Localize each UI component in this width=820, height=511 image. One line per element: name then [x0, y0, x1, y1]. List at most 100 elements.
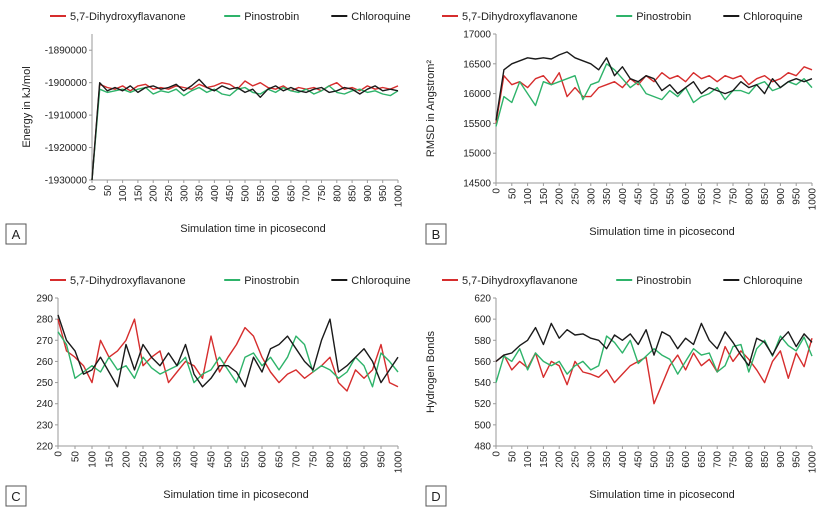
legend-label: Pinostrobin	[244, 275, 299, 287]
x-tick-label: 350	[195, 185, 206, 202]
series-line	[57, 318, 399, 392]
x-tick-label: 850	[343, 451, 354, 468]
x-tick-label: 500	[224, 451, 235, 468]
x-axis-title: Simulation time in picosecond	[589, 489, 735, 501]
y-tick-label: 520	[474, 399, 491, 410]
legend-label: 5,7-Dihydroxyflavanone	[70, 11, 186, 23]
x-tick-label: 300	[586, 188, 597, 205]
x-tick-label: 300	[179, 185, 190, 202]
x-tick-label: 550	[256, 185, 267, 202]
x-tick-label: 1000	[808, 451, 819, 474]
legend-label: 5,7-Dihydroxyflavanone	[462, 275, 578, 287]
x-tick-label: 250	[164, 185, 175, 202]
x-tick-label: 950	[378, 185, 389, 202]
x-tick-label: 900	[776, 451, 787, 468]
y-tick-label: 17000	[463, 30, 491, 41]
series-line	[91, 85, 399, 181]
x-tick-label: 900	[360, 451, 371, 468]
x-tick-label: 450	[634, 451, 645, 468]
x-tick-label: 450	[634, 188, 645, 205]
y-tick-label: 620	[474, 294, 491, 305]
x-tick-label: 1000	[394, 185, 405, 208]
legend-label: 5,7-Dihydroxyflavanone	[70, 275, 186, 287]
x-tick-label: 550	[241, 451, 252, 468]
x-tick-label: 150	[133, 185, 144, 202]
series-line	[91, 78, 399, 181]
y-tick-label: 16000	[463, 89, 491, 100]
y-tick-label: 260	[36, 357, 53, 368]
series-line	[57, 331, 399, 388]
x-tick-label: 250	[139, 451, 150, 468]
x-tick-label: 400	[210, 185, 221, 202]
x-tick-label: 750	[729, 451, 740, 468]
x-tick-label: 0	[492, 451, 503, 457]
x-axis-title: Simulation time in picosecond	[589, 226, 735, 238]
chart-panel-b: 5,7-Dihydroxyflavanone Pinostrobin Chloroq…	[425, 11, 819, 245]
x-tick-label: 100	[88, 451, 99, 468]
y-tick-label: 280	[36, 315, 53, 326]
x-tick-label: 300	[586, 451, 597, 468]
x-axis-title: Simulation time in picosecond	[163, 489, 309, 501]
x-tick-label: 1000	[808, 188, 819, 211]
x-tick-label: 700	[302, 185, 313, 202]
x-tick-label: 100	[523, 188, 534, 205]
panel-label: C	[11, 489, 20, 504]
series-line	[57, 314, 399, 388]
x-tick-label: 600	[681, 188, 692, 205]
x-tick-label: 550	[665, 451, 676, 468]
x-tick-label: 200	[122, 451, 133, 468]
x-tick-label: 650	[275, 451, 286, 468]
x-tick-label: 500	[650, 451, 661, 468]
series-line	[495, 338, 813, 405]
x-tick-label: 450	[225, 185, 236, 202]
x-tick-label: 400	[618, 451, 629, 468]
panel-label: A	[12, 227, 21, 242]
x-tick-label: 900	[363, 185, 374, 202]
chart-panel-c: 5,7-Dihydroxyflavanone Pinostrobin Chloroq…	[5, 275, 411, 507]
x-tick-label: 1000	[394, 451, 405, 474]
y-tick-label: -1900000	[45, 78, 88, 89]
series-line	[495, 322, 813, 367]
y-tick-label: 540	[474, 378, 491, 389]
y-tick-label: 290	[36, 294, 53, 305]
x-tick-label: 800	[326, 451, 337, 468]
panel-label-box	[425, 485, 447, 507]
x-tick-label: 100	[523, 451, 534, 468]
x-tick-label: 500	[650, 188, 661, 205]
x-tick-label: 650	[697, 451, 708, 468]
y-axis-title: Energy in kJ/mol	[21, 66, 33, 147]
panel-label-box	[425, 223, 447, 245]
x-tick-label: 0	[492, 188, 503, 194]
x-tick-label: 850	[760, 451, 771, 468]
x-tick-label: 350	[173, 451, 184, 468]
x-tick-label: 800	[744, 188, 755, 205]
x-tick-label: 150	[105, 451, 116, 468]
legend-label: Chloroquine	[743, 11, 802, 23]
x-tick-label: 400	[618, 188, 629, 205]
x-tick-label: 150	[539, 451, 550, 468]
x-tick-label: 0	[88, 185, 99, 191]
x-tick-label: 800	[332, 185, 343, 202]
x-tick-label: 750	[309, 451, 320, 468]
x-tick-label: 600	[271, 185, 282, 202]
x-tick-label: 950	[792, 451, 803, 468]
x-tick-label: 250	[571, 451, 582, 468]
x-tick-label: 50	[103, 185, 114, 197]
x-tick-label: 100	[118, 185, 129, 202]
y-tick-label: 220	[36, 442, 53, 453]
x-tick-label: 400	[190, 451, 201, 468]
y-tick-label: 15500	[463, 119, 491, 130]
x-tick-label: 600	[681, 451, 692, 468]
legend-label: Chloroquine	[351, 275, 410, 287]
x-tick-label: 850	[760, 188, 771, 205]
x-tick-label: 950	[792, 188, 803, 205]
x-tick-label: 850	[348, 185, 359, 202]
series-line	[495, 63, 813, 127]
y-tick-label: 250	[36, 378, 53, 389]
y-tick-label: 500	[474, 420, 491, 431]
y-tick-label: 600	[474, 315, 491, 326]
panel-label-box	[5, 223, 27, 245]
legend-label: Chloroquine	[351, 11, 410, 23]
x-tick-label: 200	[149, 185, 160, 202]
series-line	[495, 66, 813, 124]
